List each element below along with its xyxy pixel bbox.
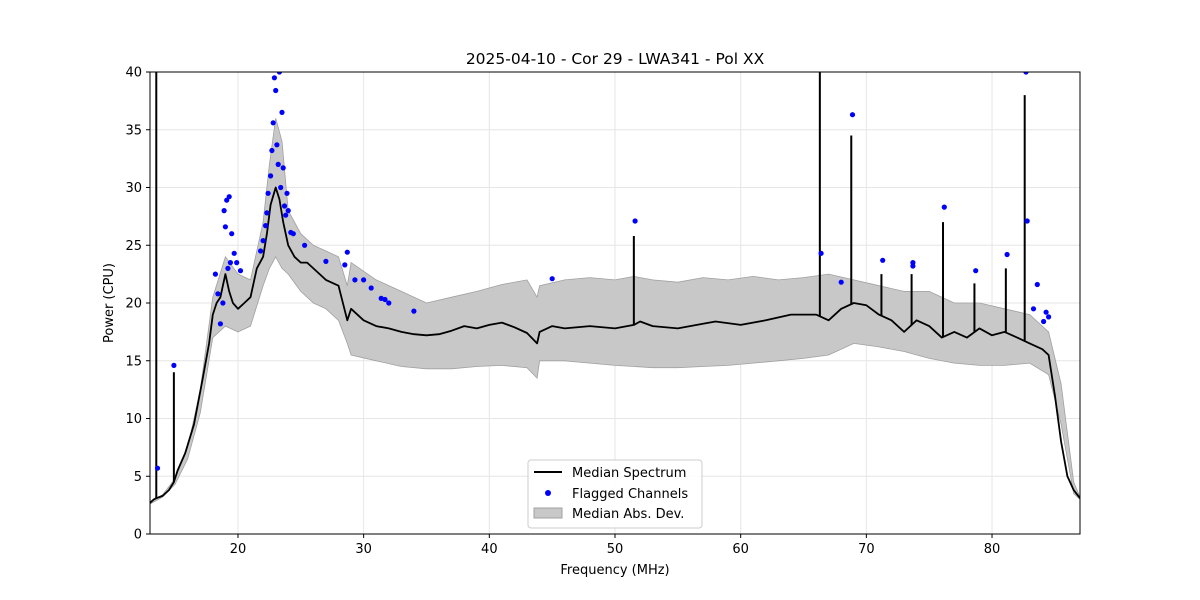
y-tick-label: 30 xyxy=(125,181,142,196)
flagged-channel-point xyxy=(1023,72,1029,75)
x-tick-label: 40 xyxy=(481,542,498,557)
legend-mad-label: Median Abs. Dev. xyxy=(572,507,684,522)
flagged-channel-point xyxy=(269,147,275,154)
flagged-channel-point xyxy=(818,250,824,256)
legend-median-label: Median Spectrum xyxy=(572,466,686,481)
flagged-channel-point xyxy=(1046,314,1052,320)
flagged-channel-point xyxy=(271,75,277,81)
flagged-channel-point xyxy=(264,210,270,216)
x-tick-label: 60 xyxy=(732,542,749,557)
flagged-channel-point xyxy=(279,109,285,115)
plot-data xyxy=(150,72,1080,505)
legend-flagged-label: Flagged Channels xyxy=(572,487,688,502)
flagged-channel-point xyxy=(323,258,329,264)
flagged-channel-point xyxy=(237,268,244,274)
legend: Median Spectrum Flagged Channels Median … xyxy=(527,459,703,529)
x-tick-label: 70 xyxy=(858,542,875,557)
flagged-channel-point xyxy=(268,173,274,179)
flagged-channel-point xyxy=(411,308,417,314)
flagged-channel-point xyxy=(278,184,284,191)
x-tick-label: 50 xyxy=(607,542,624,557)
flagged-channel-point xyxy=(154,465,161,471)
flagged-channel-point xyxy=(263,223,269,229)
flagged-channel-point xyxy=(386,300,392,306)
flagged-channel-point xyxy=(229,231,235,237)
x-axis-label: Frequency (MHz) xyxy=(560,563,669,578)
flagged-channel-point xyxy=(270,120,276,126)
flagged-channel-point xyxy=(290,231,296,237)
legend-flagged-dot-swatch xyxy=(545,490,551,496)
flagged-channel-point xyxy=(368,285,374,291)
y-tick-label: 15 xyxy=(125,354,142,369)
flagged-channel-point xyxy=(382,296,388,303)
flagged-channel-point xyxy=(1043,309,1049,315)
flagged-channel-point xyxy=(342,262,348,268)
flagged-channel-point xyxy=(352,277,358,283)
flagged-channel-point xyxy=(171,362,177,368)
flagged-channel-point xyxy=(231,250,237,256)
flagged-channel-point xyxy=(632,218,638,224)
y-axis-label: Power (CPU) xyxy=(102,263,117,343)
flagged-channel-point xyxy=(549,276,555,282)
flagged-channel-point xyxy=(838,279,844,285)
flagged-channel-point xyxy=(275,161,281,167)
flagged-channel-point xyxy=(225,265,231,271)
y-tick-label: 35 xyxy=(125,123,142,138)
flagged-channel-point xyxy=(1041,318,1047,325)
y-tick-label: 0 xyxy=(134,528,142,543)
flagged-channel-point xyxy=(849,112,856,118)
flagged-channel-point xyxy=(283,212,289,218)
flagged-channel-point xyxy=(260,238,266,244)
flagged-channel-point xyxy=(941,204,947,210)
flagged-channel-point xyxy=(273,87,279,94)
flagged-channel-point xyxy=(217,321,223,327)
flagged-channel-point xyxy=(302,242,308,248)
y-tick-label: 10 xyxy=(125,412,142,427)
flagged-channel-point xyxy=(258,248,264,254)
flagged-channel-point xyxy=(220,300,226,306)
y-tick-label: 40 xyxy=(125,66,142,81)
flagged-channel-point xyxy=(910,263,916,269)
mad-band xyxy=(150,118,1080,505)
flagged-channel-point xyxy=(1024,218,1030,224)
y-tick-label: 5 xyxy=(134,470,142,485)
flagged-channel-point xyxy=(1004,251,1010,258)
flagged-channel-point xyxy=(276,72,282,75)
x-tick-label: 20 xyxy=(230,542,247,557)
flagged-channel-point xyxy=(973,268,979,274)
flagged-channel-point xyxy=(222,224,228,230)
flagged-channel-point xyxy=(221,208,227,214)
flagged-channel-point xyxy=(285,208,291,214)
median-spectrum-line xyxy=(150,186,1080,504)
flagged-channel-point xyxy=(212,271,218,277)
flagged-channel-point xyxy=(344,249,350,255)
x-tick-label: 30 xyxy=(355,542,372,557)
flagged-channel-point xyxy=(280,165,286,171)
axis-ticks: 20 30 40 50 60 70 80 0 5 10 15 20 25 30 35 40 xyxy=(125,66,1000,558)
flagged-channel-point xyxy=(215,291,221,297)
y-tick-label: 25 xyxy=(125,239,142,254)
flagged-channel-point xyxy=(234,260,240,266)
legend-mad-fill-swatch xyxy=(533,507,563,519)
flagged-channel-point xyxy=(265,190,271,196)
x-tick-label: 80 xyxy=(984,542,1001,557)
legend-box xyxy=(527,459,703,529)
flagged-channel-point xyxy=(226,194,232,200)
flagged-channel-point xyxy=(227,260,233,266)
flagged-channel-point xyxy=(1034,281,1040,288)
flagged-channel-point xyxy=(284,190,290,196)
flagged-channel-point xyxy=(880,257,886,263)
flagged-channel-point xyxy=(281,203,288,209)
flagged-channel-point xyxy=(1030,306,1037,312)
flagged-channel-point xyxy=(274,142,280,148)
chart-title: 2025-04-10 - Cor 29 - LWA341 - Pol XX xyxy=(466,50,765,68)
y-tick-label: 20 xyxy=(125,297,142,312)
flagged-channel-point xyxy=(361,277,367,283)
